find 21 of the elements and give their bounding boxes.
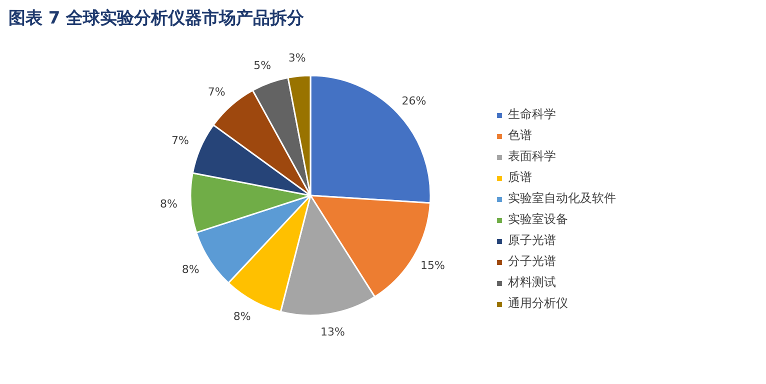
data-label: 15% — [420, 259, 445, 272]
legend-label: 质谱 — [508, 169, 532, 186]
legend-label: 色谱 — [508, 127, 532, 144]
legend-label: 实验室设备 — [508, 211, 568, 228]
legend-label: 分子光谱 — [508, 253, 556, 270]
data-label: 8% — [160, 198, 178, 211]
legend-label: 表面科学 — [508, 148, 556, 165]
data-label: 5% — [254, 59, 272, 72]
legend-label: 原子光谱 — [508, 232, 556, 249]
data-label: 8% — [182, 262, 200, 276]
legend-label: 实验室自动化及软件 — [508, 190, 616, 207]
legend-label: 材料测试 — [508, 274, 556, 291]
legend-label: 通用分析仪 — [508, 295, 568, 312]
data-label: 3% — [288, 52, 306, 65]
data-label: 8% — [233, 310, 251, 323]
data-label: 26% — [402, 94, 426, 108]
legend-label: 生命科学 — [508, 106, 556, 123]
chart-title: 图表 7 全球实验分析仪器市场产品拆分 — [8, 8, 306, 28]
data-label: 7% — [208, 85, 226, 98]
data-label: 13% — [320, 325, 345, 338]
data-label: 7% — [171, 134, 189, 148]
